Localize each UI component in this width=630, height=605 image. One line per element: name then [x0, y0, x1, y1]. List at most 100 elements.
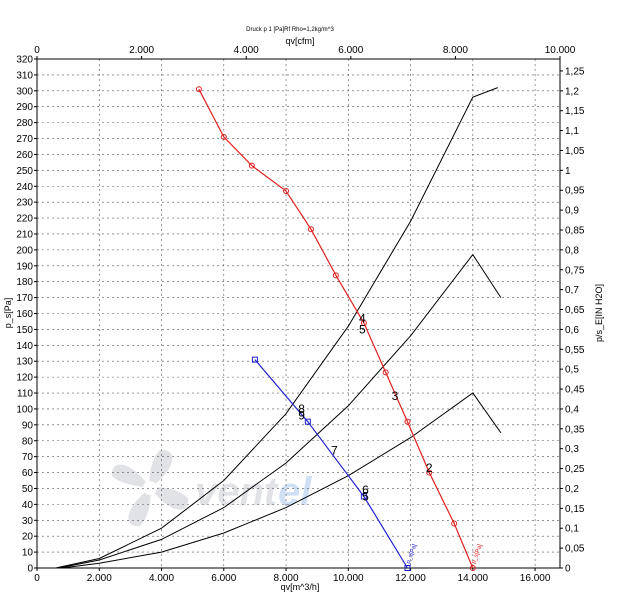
series-0-point: [382, 369, 389, 376]
x2-tick-label: 10.000: [545, 45, 576, 56]
y2-tick-label: 0,7: [565, 285, 579, 296]
system-curves: [55, 87, 502, 569]
y2-tick-label: 1,05: [565, 146, 585, 157]
series-0-point: [220, 133, 227, 140]
y2-tick-label: 1,1: [565, 126, 579, 137]
y2-tick-label: 1,15: [565, 106, 585, 117]
y-tick-label: 240: [16, 182, 33, 193]
x-tick-label: 6.000: [211, 573, 236, 584]
series-line-2: [55, 87, 498, 569]
series-line-3: [58, 253, 502, 569]
x2-tick-label: 0: [34, 45, 40, 56]
x2-tick-label: 8.000: [443, 45, 468, 56]
x-tick-label: 16.000: [520, 573, 551, 584]
x2-tick-label: 4.000: [234, 45, 259, 56]
y2-tick-label: 1,25: [565, 66, 585, 77]
x-axis-label: qv[m^3/h]: [281, 582, 320, 592]
y-tick-label: 20: [22, 532, 34, 543]
y-tick-label: 100: [16, 404, 33, 415]
y-tick-label: 40: [22, 500, 34, 511]
series-0-point: [404, 418, 411, 425]
y-tick-label: 270: [16, 134, 33, 145]
y-tick-label: 280: [16, 118, 33, 129]
series-0-point: [360, 320, 367, 327]
y-tick-label: 260: [16, 150, 33, 161]
y-tick-label: 220: [16, 214, 33, 225]
y-tick-label: 70: [22, 452, 34, 463]
x-tick-label: 2.000: [87, 573, 112, 584]
y-tick-label: 160: [16, 309, 33, 320]
series-1-point: [360, 493, 367, 500]
x-tick-label: 8.000: [274, 573, 299, 584]
y-tick-label: 230: [16, 198, 33, 209]
series-line-1: [254, 359, 409, 569]
x-tick-label: 10.000: [333, 573, 364, 584]
series-0-point: [248, 162, 255, 169]
y-tick-label: 200: [16, 245, 33, 256]
x-tick-label: 12.000: [395, 573, 426, 584]
series-0-point: [451, 520, 458, 527]
y-tick-label: 150: [16, 325, 33, 336]
point-label: 4: [359, 311, 366, 325]
y-tick-label: 110: [17, 389, 33, 400]
y2-tick-label: 0,9: [565, 206, 579, 217]
y2-tick-label: 0,5: [565, 365, 579, 376]
y-tick-label: 170: [16, 293, 33, 304]
y-tick-label: 30: [22, 516, 34, 527]
point-label: 3: [392, 389, 399, 403]
y-tick-label: 120: [16, 373, 33, 384]
y2-tick-label: 0,35: [565, 424, 585, 435]
point-label: 9: [298, 408, 305, 422]
y-tick-label: 320: [16, 55, 33, 66]
point-label: 6: [362, 483, 369, 497]
y-tick-label: 90: [22, 420, 34, 431]
chart-title: Druck p 1 [Pa]Rf Rho=1,2kg/m^3: [246, 27, 334, 33]
y2-tick-label: 0,15: [565, 504, 585, 515]
series-end-label: p_s[Pa]: [471, 543, 484, 564]
axes: 0102030405060708090100110120130140150160…: [16, 45, 585, 584]
y-tick-label: 80: [22, 436, 34, 447]
y-axis-label: p_s[Pa]: [3, 298, 13, 329]
series-0-point: [195, 86, 202, 93]
y2-tick-label: 0,2: [565, 484, 579, 495]
y-tick-label: 10: [22, 548, 34, 559]
x2-tick-label: 2.000: [129, 45, 154, 56]
series-0-point: [426, 469, 433, 476]
y2-tick-label: 1: [565, 166, 571, 177]
y2-tick-label: 0,95: [565, 186, 585, 197]
ventel-watermark-logo: vent el: [111, 449, 312, 527]
point-label: 7: [331, 443, 338, 457]
point-label: 5: [362, 489, 369, 503]
y-tick-label: 180: [16, 277, 33, 288]
x2-axis-label: qv[cfm]: [285, 36, 314, 46]
series-line-4: [61, 392, 502, 569]
x-tick-label: 0: [34, 573, 40, 584]
point-label: 2: [426, 461, 433, 475]
y2-axis-label: p/s_E[IN H2O]: [594, 284, 604, 342]
y-tick-label: 50: [22, 484, 34, 495]
y-tick-label: 140: [16, 341, 33, 352]
y-tick-label: 290: [16, 102, 33, 113]
x-tick-label: 4.000: [149, 573, 174, 584]
y2-tick-label: 0,8: [565, 245, 579, 256]
series-1-point: [304, 418, 311, 425]
series-end-label: p_s[Pa]: [406, 543, 419, 564]
svg-text:el: el: [278, 470, 312, 514]
point-label: 5: [359, 322, 366, 336]
x2-tick-label: 6.000: [338, 45, 363, 56]
series-0-point: [469, 565, 476, 571]
y2-tick-label: 0,05: [565, 544, 585, 555]
y2-tick-label: 0,75: [565, 265, 585, 276]
y2-tick-label: 0,45: [565, 385, 585, 396]
y2-tick-label: 0,55: [565, 345, 585, 356]
series-0-point: [283, 188, 290, 195]
y2-tick-label: 0,4: [565, 404, 579, 415]
y2-tick-label: 0: [565, 564, 571, 575]
series-1-point: [251, 356, 258, 363]
y2-tick-label: 1,2: [565, 86, 579, 97]
y2-tick-label: 0,1: [565, 524, 579, 535]
y-tick-label: 310: [16, 70, 33, 81]
series-1-point: [404, 565, 411, 571]
point-label: 8: [298, 402, 305, 416]
